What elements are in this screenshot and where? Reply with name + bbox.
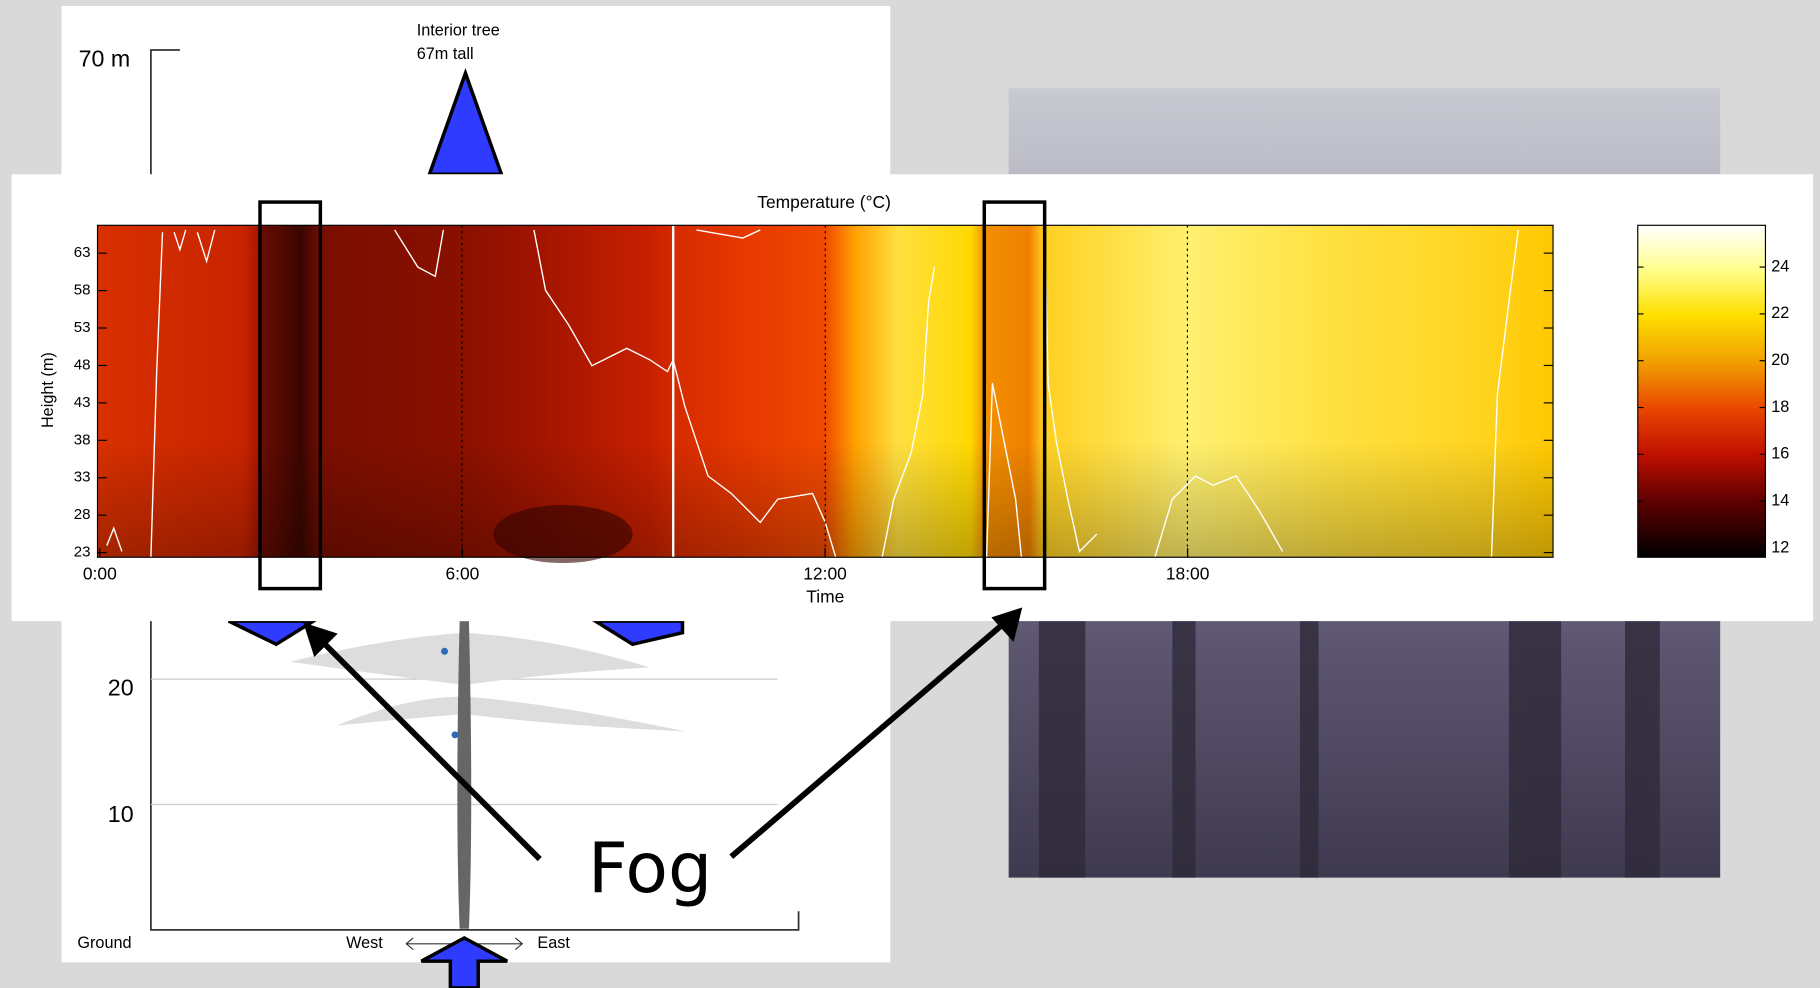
slide: 70 m 20 10 Ground West East Interior tre… (0, 0, 1820, 988)
height-label: 20 (108, 675, 134, 701)
x-axis-label: Time (806, 586, 844, 606)
colorbar-tick-label: 18 (1771, 398, 1789, 416)
colorbar-tick-label: 14 (1771, 491, 1789, 509)
x-tick-label: 0:00 (83, 563, 117, 583)
west-label: West (346, 934, 383, 952)
y-tick-label: 48 (74, 356, 91, 373)
tree-label: Interior tree (417, 22, 500, 40)
x-tick-label: 6:00 (445, 563, 479, 583)
colorbar (1638, 225, 1766, 557)
y-tick-label: 53 (74, 319, 91, 336)
fog-annotation: Fog (588, 828, 712, 909)
x-tick-label: 12:00 (803, 563, 847, 583)
y-tick-label: 23 (74, 544, 91, 561)
heatmap-title: Temperature (°C) (757, 192, 891, 212)
sensor (452, 731, 459, 738)
y-tick-label: 43 (74, 394, 91, 411)
top-label: 70 m (79, 46, 131, 72)
east-label: East (537, 934, 570, 952)
colorbar-tick-label: 24 (1771, 257, 1789, 275)
y-tick-label: 28 (74, 506, 91, 523)
height-label: 10 (108, 801, 134, 827)
y-tick-label: 33 (74, 469, 91, 486)
colorbar-tick-label: 16 (1771, 445, 1789, 463)
ground-label: Ground (77, 934, 131, 952)
y-tick-label: 63 (74, 244, 91, 261)
y-axis-label: Height (m) (39, 352, 57, 428)
x-tick-label: 18:00 (1166, 563, 1210, 583)
y-tick-label: 58 (74, 282, 91, 299)
colorbar-tick-label: 20 (1771, 351, 1789, 369)
tree-label: 67m tall (417, 45, 474, 63)
colorbar-tick-label: 12 (1771, 538, 1789, 556)
colorbar-tick-label: 22 (1771, 304, 1789, 322)
sensor (441, 648, 448, 655)
cold-spot (493, 505, 632, 563)
y-tick-label: 38 (74, 431, 91, 448)
